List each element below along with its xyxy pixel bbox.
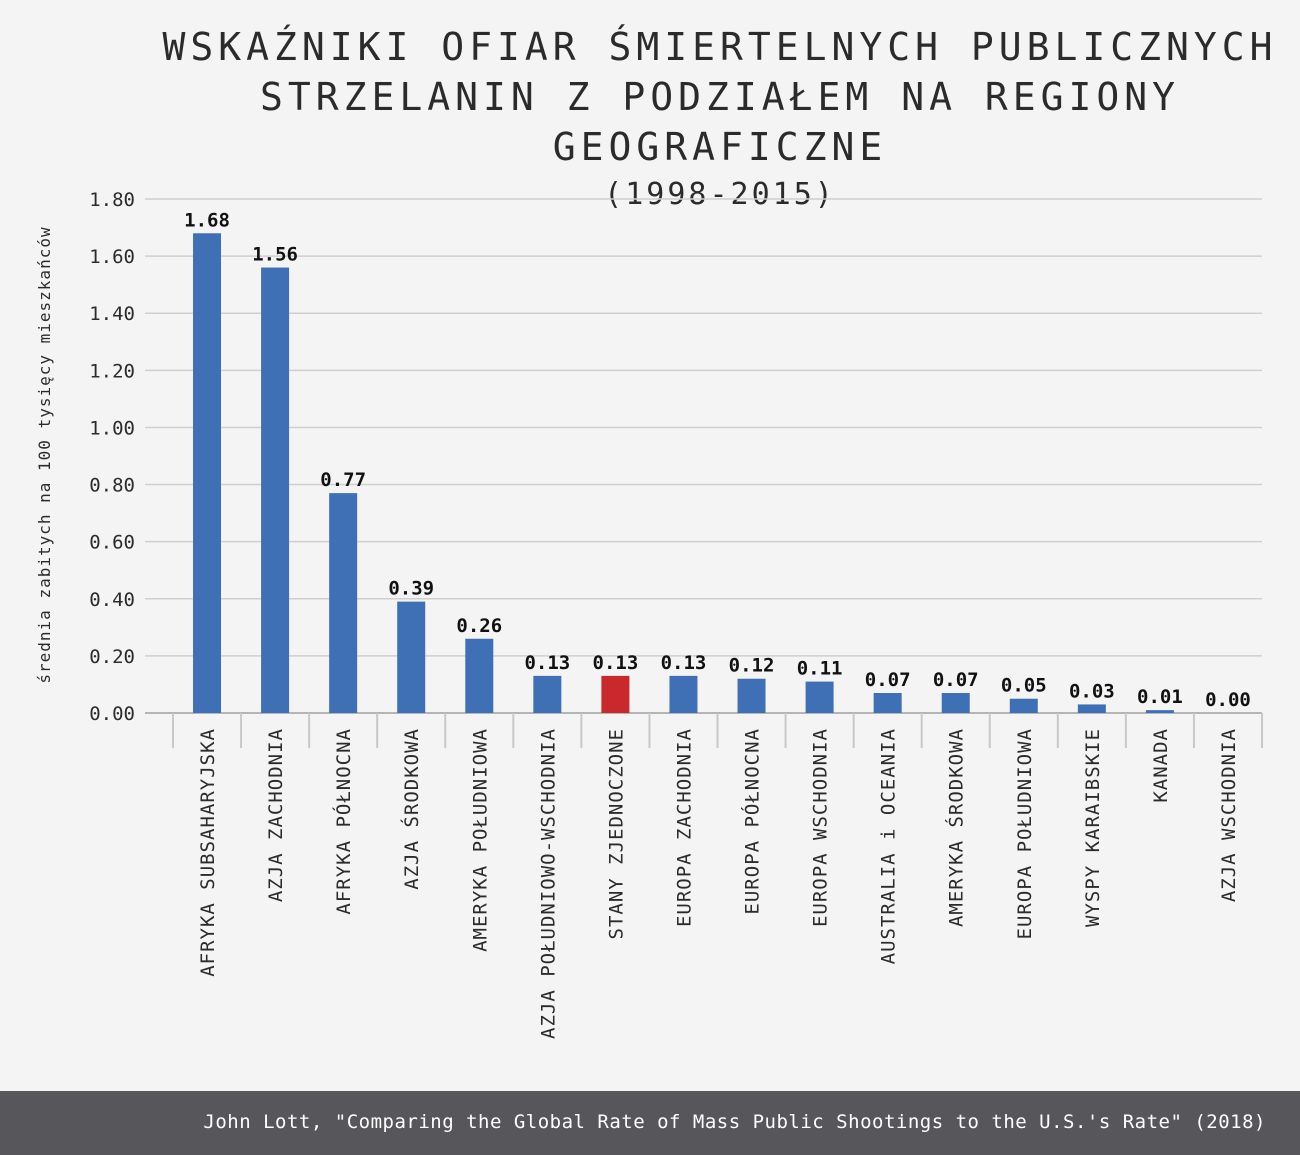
bars [193,233,1174,713]
y-tick-label: 0.60 [89,532,135,554]
data-label: 0.13 [661,652,707,674]
footer-bar: John Lott, "Comparing the Global Rate of… [0,1091,1300,1155]
data-label: 0.39 [388,578,434,600]
y-tick-label: 1.00 [89,417,135,439]
bar [465,638,494,713]
y-tick-label: 1.40 [89,303,135,325]
data-label: 0.07 [933,669,979,691]
y-tick-label: 0.20 [89,646,135,668]
y-axis-ticks: 0.00 0.20 0.40 0.60 0.80 1.00 1.20 1.40 1.60 1.80 [89,189,135,725]
y-tick-label: 0.80 [89,475,135,497]
data-label: 0.07 [865,669,911,691]
y-tick-label: 0.00 [89,703,135,725]
chart-title-line-2: STRZELANIN Z PODZIAŁEM NA REGIONY GEOGRA… [260,75,1180,169]
y-tick-label: 1.80 [89,189,135,211]
category-label: AZJA ŚRODKOWA [399,728,423,890]
category-label: AMERYKA ŚRODKOWA [944,728,968,927]
bar [329,493,358,713]
value-labels: 1.68 1.56 0.77 0.39 0.26 0.13 0.13 0.13 0.12 0.11… [184,209,1251,711]
data-label: 0.13 [593,652,639,674]
category-label: KANADA [1150,728,1172,803]
bar [873,693,902,713]
bar [1145,710,1174,713]
bar [533,675,562,713]
data-label: 0.01 [1137,686,1183,708]
category-label: EUROPA ZACHODNIA [673,728,695,927]
category-label: EUROPA PÓŁNOCNA [740,728,764,915]
data-label: 0.26 [456,615,502,637]
source-citation: John Lott, "Comparing the Global Rate of… [203,1111,1266,1133]
y-tick-label: 1.60 [89,246,135,268]
category-label: AFRYKA SUBSAHARYJSKA [197,728,219,977]
category-label: AUSTRALIA i OCEANIA [878,728,900,964]
data-label: 0.11 [797,658,843,680]
bar [805,681,834,713]
category-labels: AFRYKA SUBSAHARYJSKA AZJA ZACHODNIA AFRYKA… [197,728,1240,1039]
data-label: 1.68 [184,209,230,231]
category-label: STANY ZJEDNOCZONE [605,728,627,939]
data-label: 0.77 [320,469,366,491]
chart-subtitle: (1998-2015) [604,177,836,212]
bar-chart: 0.00 0.20 0.40 0.60 0.80 1.00 1.20 1.40 1.60 1.80… [35,189,1263,1039]
bar [1077,704,1106,713]
bar [601,675,630,713]
grid-lines [145,198,1262,714]
bar [1009,698,1038,713]
y-tick-label: 1.20 [89,360,135,382]
category-label: EUROPA WSCHODNIA [810,728,832,927]
data-label: 0.12 [729,655,775,677]
category-label: EUROPA POŁUDNIOWA [1014,728,1036,939]
chart-title-block: WSKAŹNIKI OFIAR ŚMIERTELNYCH PUBLICZNYCH… [130,22,1300,218]
category-label: AZJA WSCHODNIA [1218,728,1240,902]
data-label: 0.05 [1001,675,1047,697]
y-tick-label: 0.40 [89,589,135,611]
data-label: 0.13 [524,652,570,674]
bar [669,675,698,713]
category-label: AZJA POŁUDNIOWO-WSCHODNIA [537,728,559,1039]
bar [737,678,766,713]
category-label: WYSPY KARAIBSKIE [1082,728,1104,927]
bar [941,693,970,713]
bar [397,601,426,713]
data-label: 0.03 [1069,680,1115,702]
data-label: 0.00 [1205,689,1251,711]
y-axis-label: średnia zabitych na 100 tysięcy mieszkań… [35,226,54,683]
data-label: 1.56 [252,244,298,266]
bar [261,267,290,713]
category-label: AFRYKA PÓŁNOCNA [331,728,355,915]
bar [193,233,222,713]
x-axis [172,713,1263,748]
category-label: AMERYKA POŁUDNIOWA [469,728,491,952]
chart-title-line-1: WSKAŹNIKI OFIAR ŚMIERTELNYCH PUBLICZNYCH [162,25,1278,69]
category-label: AZJA ZACHODNIA [265,728,287,902]
